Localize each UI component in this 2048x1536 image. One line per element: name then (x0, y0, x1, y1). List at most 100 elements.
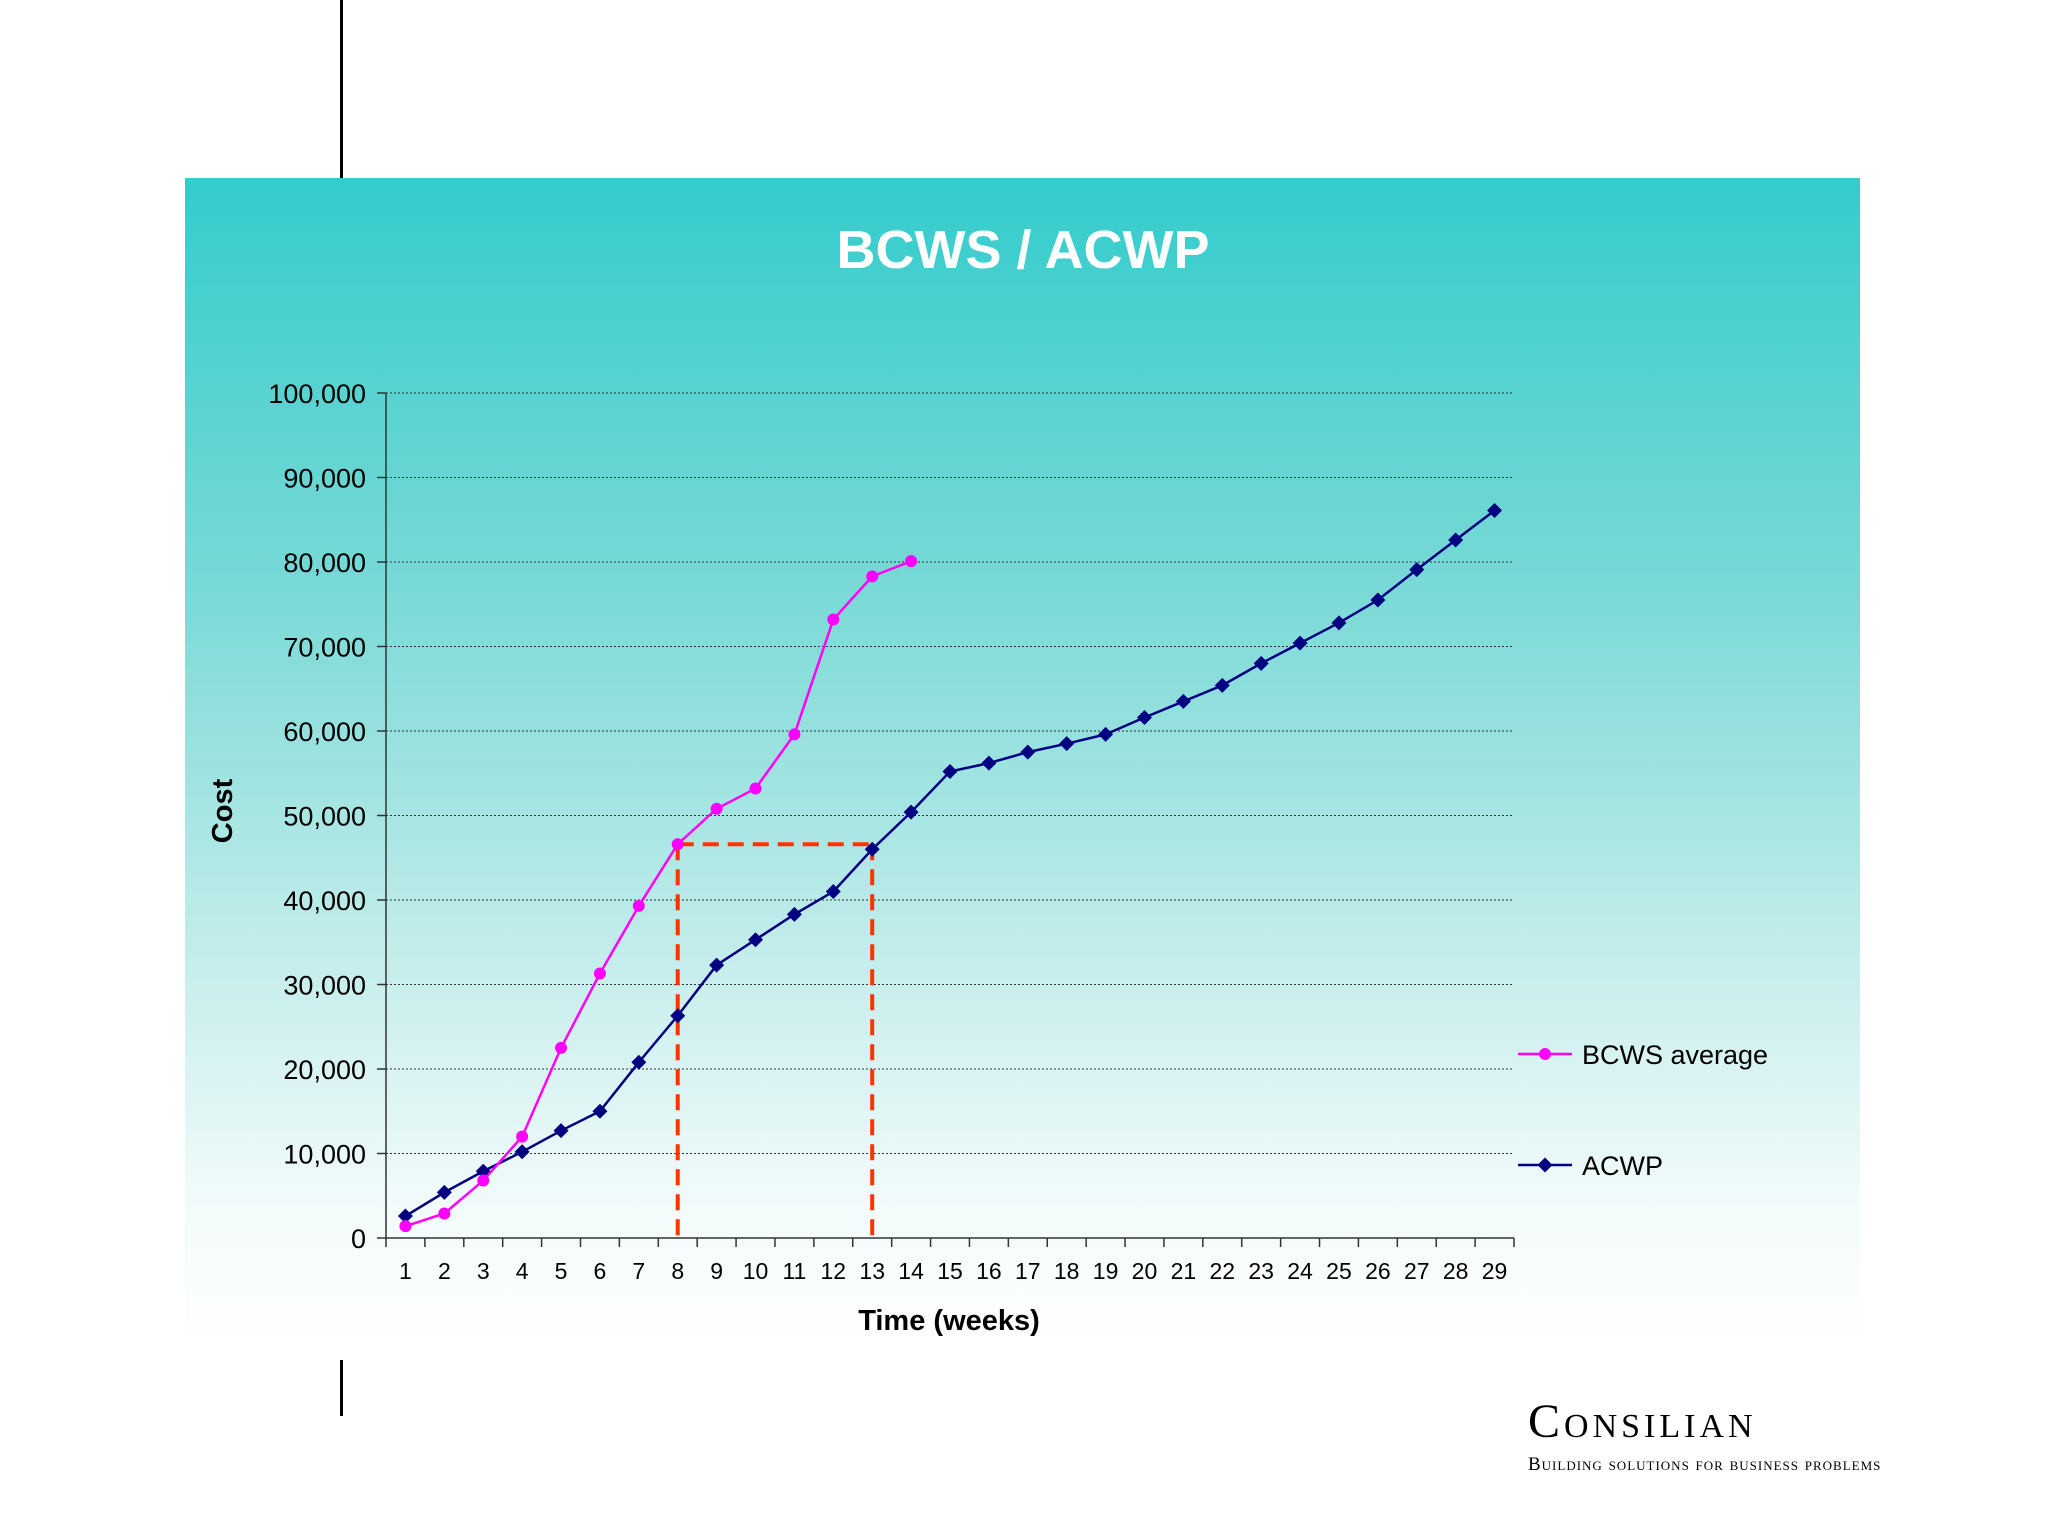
data-point-acwp (592, 1103, 608, 1119)
y-tick-label: 50,000 (283, 802, 366, 832)
data-point-acwp (1136, 709, 1152, 725)
y-tick-label: 100,000 (268, 379, 366, 409)
brand-logo: Consilian Building solutions for busines… (1528, 1398, 2028, 1476)
x-tick-label: 27 (1404, 1258, 1430, 1284)
data-point-acwp (864, 841, 880, 857)
legend-label: BCWS average (1582, 1040, 1768, 1070)
x-tick-label: 4 (516, 1258, 529, 1284)
grid-lines (386, 392, 1514, 1154)
data-point-bcws-average (710, 802, 723, 815)
series-line-acwp (404, 509, 1496, 1218)
data-point-bcws-average (477, 1174, 490, 1187)
data-point-bcws-average (399, 1220, 412, 1233)
legend: BCWS average ACWP (1518, 1040, 1768, 1181)
y-axis-label: Cost (207, 778, 239, 843)
x-tick-label: 26 (1365, 1258, 1391, 1284)
legend-label: ACWP (1582, 1151, 1663, 1181)
data-point-acwp (670, 1008, 686, 1024)
data-point-bcws-average (632, 899, 645, 912)
data-point-bcws-average (593, 967, 606, 980)
data-point-acwp (397, 1208, 413, 1224)
x-tick-label: 19 (1093, 1258, 1119, 1284)
x-tick-label: 2 (438, 1258, 451, 1284)
x-tick-label: 3 (477, 1258, 490, 1284)
y-tick-label: 90,000 (283, 464, 366, 494)
legend-swatch-marker (1537, 1157, 1553, 1173)
decorative-vertical-line-top (340, 0, 343, 178)
data-point-acwp (1098, 726, 1114, 742)
x-tick-label: 24 (1287, 1258, 1313, 1284)
data-point-bcws-average (671, 838, 684, 851)
x-tick-label: 1 (399, 1258, 412, 1284)
x-tick-label: 8 (671, 1258, 684, 1284)
data-point-acwp (1370, 592, 1386, 608)
axes (377, 392, 1515, 1247)
data-point-acwp (1059, 736, 1075, 752)
series-bcws-average (399, 555, 918, 1233)
x-axis-label: Time (weeks) (858, 1305, 1040, 1337)
data-point-bcws-average (866, 570, 879, 583)
brand-name: Consilian (1528, 1395, 1757, 1448)
data-point-bcws-average (905, 555, 918, 568)
data-point-acwp (903, 804, 919, 820)
y-tick-label: 60,000 (283, 717, 366, 747)
x-tick-label: 28 (1443, 1258, 1469, 1284)
x-tick-label: 7 (632, 1258, 645, 1284)
y-tick-label: 10,000 (283, 1140, 366, 1170)
data-point-acwp (1175, 693, 1191, 709)
legend-swatch-marker (1539, 1048, 1551, 1060)
y-tick-label: 0 (351, 1224, 366, 1254)
data-point-acwp (1214, 677, 1230, 693)
data-point-acwp (514, 1144, 530, 1160)
x-tick-label: 15 (937, 1258, 963, 1284)
data-point-bcws-average (827, 613, 840, 626)
data-series (397, 502, 1503, 1233)
x-tick-label: 5 (555, 1258, 568, 1284)
data-point-acwp (1020, 744, 1036, 760)
decorative-vertical-line-bottom (340, 1360, 343, 1416)
data-point-acwp (436, 1184, 452, 1200)
y-tick-label: 40,000 (283, 886, 366, 916)
data-point-acwp (942, 764, 958, 780)
data-point-acwp (748, 932, 764, 948)
legend-item-bcws-average: BCWS average (1518, 1040, 1768, 1070)
data-point-acwp (786, 906, 802, 922)
x-tick-label: 22 (1209, 1258, 1235, 1284)
chart-title: BCWS / ACWP (837, 220, 1210, 280)
y-axis-tick-labels: 0 10,000 20,000 30,000 40,000 50,000 60,000 70,… (268, 379, 366, 1254)
brand-tagline: Building solutions for business problems (1528, 1454, 1882, 1475)
data-point-acwp (1331, 615, 1347, 631)
dashed-annotation-box (675, 842, 875, 1238)
data-point-acwp (1292, 635, 1308, 651)
legend-item-acwp: ACWP (1518, 1151, 1663, 1181)
x-tick-label: 17 (1015, 1258, 1041, 1284)
series-line-bcws-average (405, 559, 912, 1228)
data-point-bcws-average (788, 728, 801, 741)
data-point-bcws-average (555, 1041, 568, 1054)
x-tick-label: 9 (710, 1258, 723, 1284)
data-point-acwp (981, 755, 997, 771)
data-point-bcws-average (749, 782, 762, 795)
y-tick-label: 30,000 (283, 971, 366, 1001)
data-point-acwp (709, 957, 725, 973)
y-tick-label: 20,000 (283, 1055, 366, 1085)
x-tick-label: 18 (1054, 1258, 1080, 1284)
series-acwp (397, 502, 1503, 1224)
x-tick-label: 21 (1171, 1258, 1197, 1284)
x-axis-tick-labels: 1 2 3 4 5 6 7 8 9 10 11 12 13 14 15 16 17 18 19 20 21 22 23 24 2… (399, 1258, 1507, 1284)
data-point-bcws-average (516, 1130, 529, 1143)
x-tick-label: 23 (1248, 1258, 1274, 1284)
data-point-acwp (1253, 655, 1269, 671)
data-point-acwp (1448, 532, 1464, 548)
x-tick-label: 14 (898, 1258, 924, 1284)
data-point-bcws-average (438, 1207, 451, 1220)
x-tick-label: 6 (594, 1258, 607, 1284)
data-point-acwp (1409, 562, 1425, 578)
data-point-acwp (1487, 502, 1503, 518)
x-tick-label: 16 (976, 1258, 1002, 1284)
x-tick-label: 11 (782, 1258, 806, 1284)
y-tick-label: 70,000 (283, 633, 366, 663)
y-tick-label: 80,000 (283, 548, 366, 578)
x-tick-label: 25 (1326, 1258, 1352, 1284)
